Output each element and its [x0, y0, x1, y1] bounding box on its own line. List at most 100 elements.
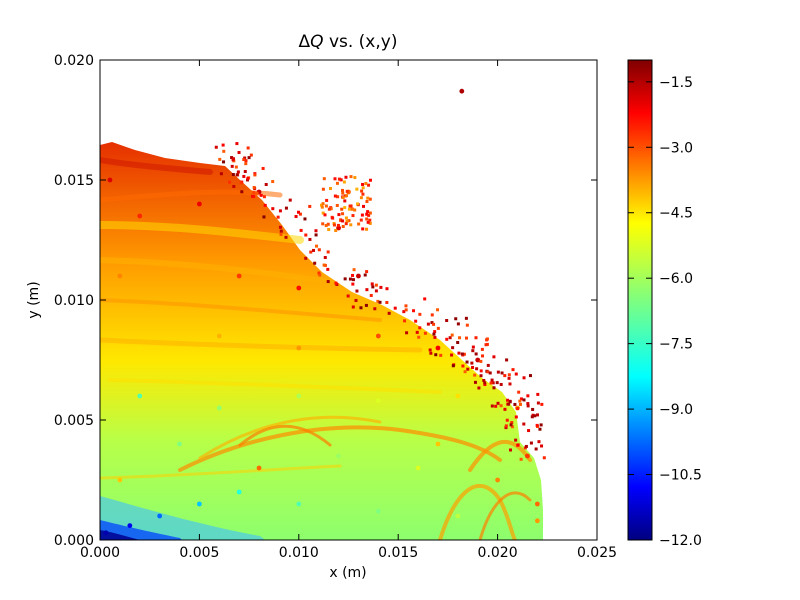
island-speckle [343, 206, 347, 210]
x-tick-label: 0.015 [378, 545, 418, 561]
lowest-q-core [100, 530, 140, 540]
boundary-speckle [527, 429, 531, 433]
boundary-speckle [313, 261, 317, 265]
boundary-speckle [505, 358, 509, 362]
boundary-speckle [462, 352, 466, 356]
boundary-speckle [483, 381, 487, 385]
boundary-speckle [231, 157, 235, 161]
boundary-speckle [536, 392, 540, 396]
boundary-speckle [433, 335, 437, 339]
boundary-speckle [261, 166, 265, 170]
boundary-speckle [373, 307, 377, 311]
data-point [256, 465, 262, 471]
data-point [117, 273, 123, 279]
data-point [177, 261, 182, 267]
boundary-speckle [499, 382, 503, 386]
boundary-speckle [234, 165, 238, 169]
boundary-speckle [246, 178, 250, 182]
island-speckle [323, 213, 327, 217]
boundary-speckle [271, 207, 275, 211]
boundary-speckle [479, 359, 483, 363]
island-speckle [366, 196, 370, 200]
boundary-speckle [236, 170, 240, 174]
boundary-speckle [486, 363, 490, 367]
island-speckle [367, 213, 371, 217]
boundary-speckle [253, 173, 257, 177]
boundary-speckle [246, 146, 250, 150]
boundary-speckle [304, 256, 308, 260]
boundary-speckle [463, 370, 467, 374]
boundary-speckle [232, 184, 236, 188]
boundary-speckle [540, 444, 544, 448]
island-speckle [321, 202, 325, 206]
boundary-speckle [465, 323, 469, 327]
island-speckle [326, 222, 330, 226]
boundary-speckle [369, 293, 373, 297]
boundary-speckle [529, 441, 533, 445]
boundary-speckle [495, 381, 499, 385]
boundary-speckle [434, 353, 438, 357]
boundary-speckle [314, 233, 318, 237]
data-point [127, 523, 133, 528]
boundary-speckle [479, 369, 483, 373]
island-speckle [345, 219, 349, 223]
boundary-speckle [474, 336, 478, 340]
boundary-speckle [507, 376, 511, 380]
data-point [455, 393, 461, 399]
boundary-speckle [304, 233, 308, 237]
boundary-speckle [348, 277, 352, 281]
island-speckle [345, 189, 349, 193]
boundary-speckle [492, 386, 496, 390]
boundary-speckle [231, 173, 235, 177]
island-speckle [341, 212, 345, 216]
boundary-speckle [536, 401, 540, 405]
boundary-speckle [513, 402, 517, 406]
boundary-speckle [492, 355, 496, 359]
data-point [137, 393, 143, 399]
boundary-speckle [244, 159, 248, 163]
boundary-speckle [418, 312, 422, 316]
boundary-speckle [496, 370, 500, 374]
data-point [296, 345, 302, 351]
boundary-speckle [230, 164, 234, 168]
boundary-speckle [264, 183, 268, 186]
boundary-speckle [249, 153, 253, 157]
boundary-speckle [428, 348, 432, 352]
plot-area [99, 59, 598, 541]
boundary-speckle [450, 353, 454, 357]
island-speckle [349, 175, 353, 179]
boundary-speckle [470, 361, 474, 365]
boundary-speckle [509, 448, 513, 452]
island-speckle [360, 213, 364, 217]
data-point [137, 213, 143, 219]
boundary-speckle [262, 215, 266, 219]
boundary-speckle [509, 423, 513, 427]
boundary-speckle [288, 198, 292, 202]
boundary-speckle [294, 215, 298, 219]
boundary-speckle [519, 397, 523, 401]
boundary-speckle [359, 306, 363, 310]
island-speckle [368, 178, 372, 182]
boundary-speckle [252, 185, 256, 189]
boundary-speckle [522, 376, 526, 380]
island-speckle [328, 187, 332, 191]
boundary-speckle [448, 336, 452, 340]
boundary-speckle [456, 322, 460, 326]
data-point [495, 477, 500, 483]
data-point [534, 518, 540, 524]
island-speckle [347, 219, 351, 223]
boundary-speckle [404, 308, 408, 312]
boundary-speckle [385, 287, 389, 291]
boundary-speckle [536, 413, 540, 417]
data-point [177, 441, 182, 447]
boundary-speckle [535, 423, 539, 427]
boundary-speckle [214, 145, 218, 149]
island-speckle [368, 211, 372, 215]
data-point [415, 465, 421, 471]
colorbar-frame [627, 59, 653, 541]
boundary-speckle [528, 374, 532, 378]
island-speckle [360, 189, 364, 193]
island-speckle [333, 177, 337, 181]
y-tick-label: 0.015 [54, 173, 94, 189]
island-speckle [341, 196, 345, 200]
